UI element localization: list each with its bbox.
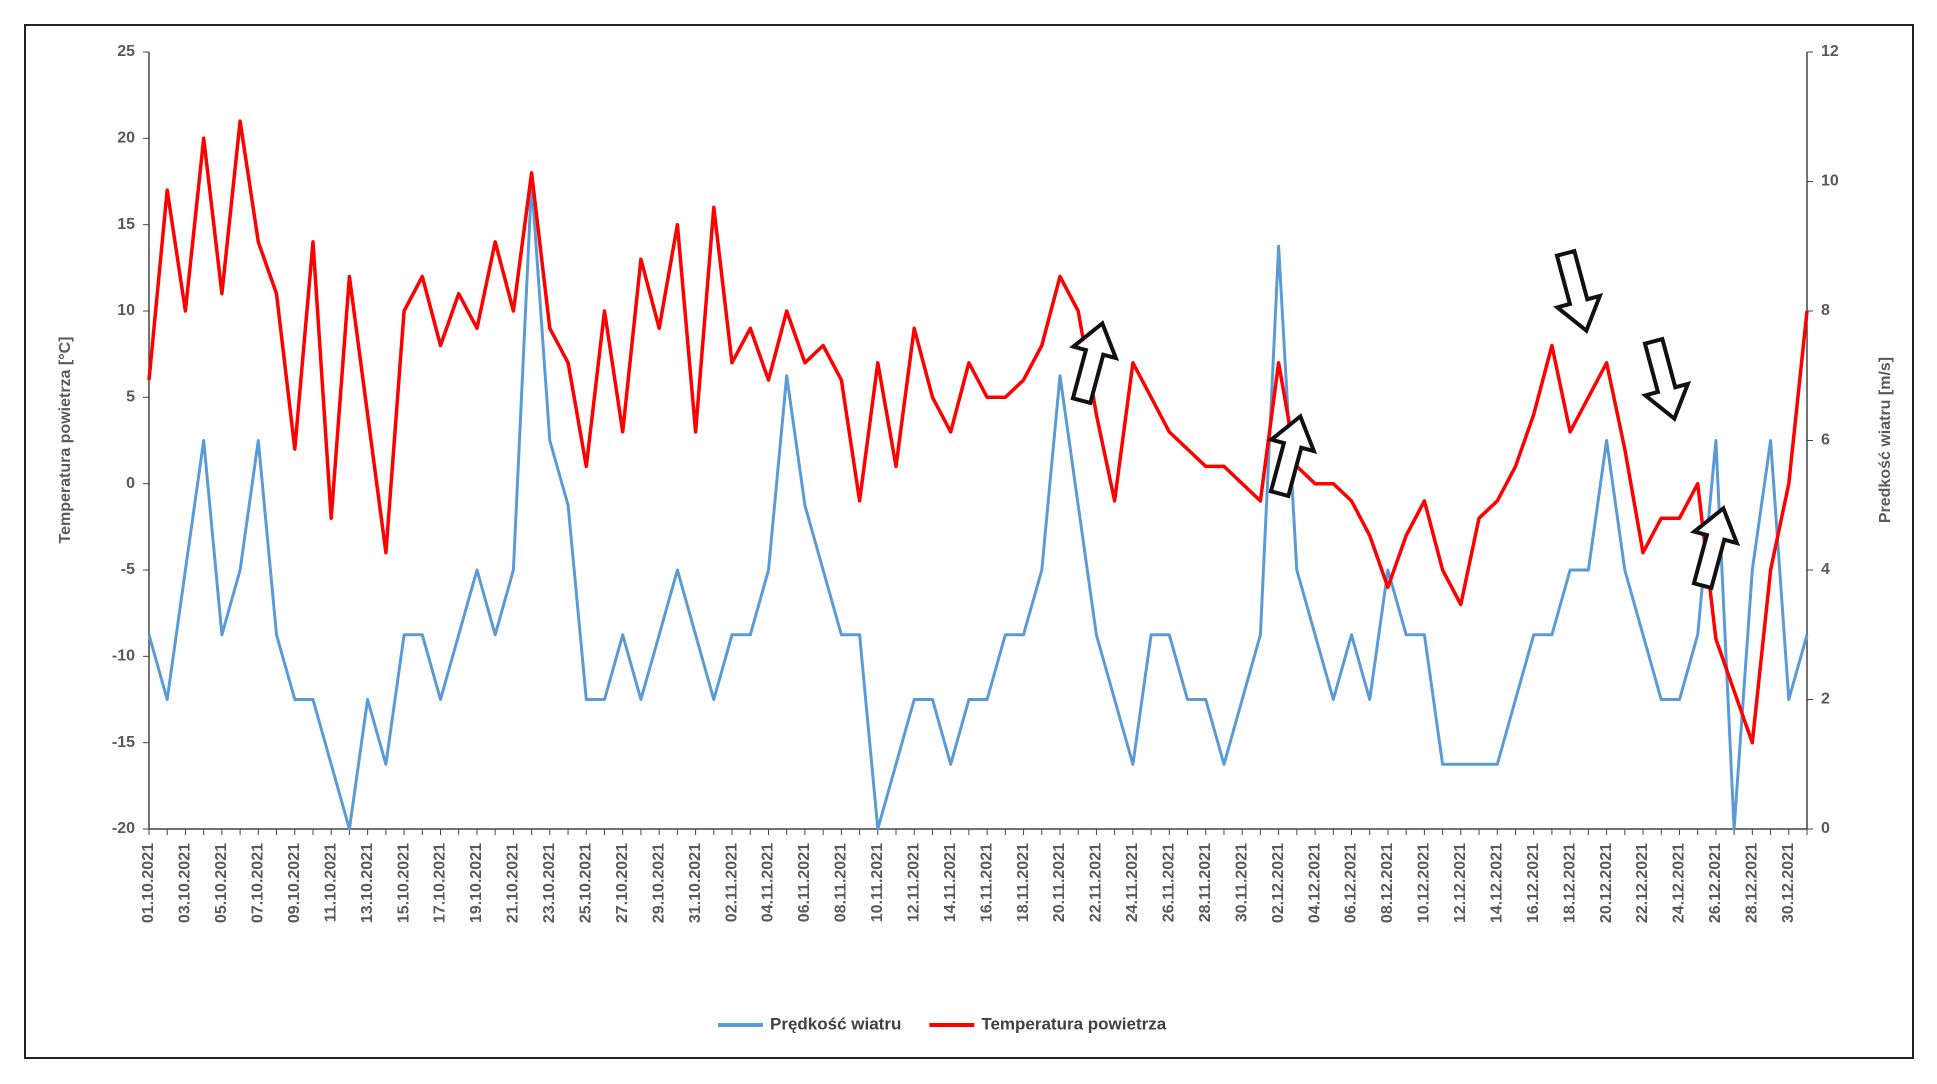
x-tick-label: 09.10.2021 (286, 843, 303, 923)
x-tick-label: 18.12.2021 (1561, 843, 1578, 923)
y-tick-label: -20 (112, 820, 135, 837)
x-tick-label: 28.12.2021 (1744, 843, 1761, 923)
legend: Prędkość wiatru Temperatura powietrza (718, 1014, 1167, 1033)
legend-label: Prędkość wiatru (770, 1014, 901, 1033)
x-tick-label: 31.10.2021 (687, 843, 704, 923)
x-tick-label: 22.11.2021 (1088, 843, 1105, 922)
x-tick-label: 26.11.2021 (1161, 843, 1178, 922)
x-tick-label: 23.10.2021 (541, 843, 558, 923)
x-tick-label: 13.10.2021 (359, 843, 376, 923)
y-tick-label: 20 (117, 130, 135, 147)
y-tick-label: -5 (121, 561, 135, 578)
x-tick-label: 21.10.2021 (505, 843, 522, 923)
x-tick-label: 02.12.2021 (1270, 843, 1287, 923)
y2-tick-label: 2 (1821, 691, 1830, 708)
x-tick-label: 28.11.2021 (1197, 843, 1214, 922)
x-tick-label: 30.12.2021 (1780, 843, 1797, 923)
arrow (1069, 320, 1120, 406)
annotation-arrows (1069, 248, 1741, 591)
x-tick-label: 03.10.2021 (177, 843, 194, 923)
x-tick-label: 17.10.2021 (432, 843, 449, 923)
x-tick-label: 14.11.2021 (942, 843, 959, 922)
x-tick-label: 24.11.2021 (1124, 843, 1141, 922)
x-tick-label: 16.11.2021 (978, 843, 995, 922)
x-tick-label: 14.12.2021 (1488, 843, 1505, 923)
x-tick-label: 10.12.2021 (1416, 843, 1433, 923)
y-tick-label: -15 (112, 734, 135, 751)
y-tick-label: 10 (117, 302, 135, 319)
x-tick-label: 26.12.2021 (1707, 843, 1724, 923)
x-tick-label: 02.11.2021 (723, 843, 740, 922)
x-tick-label: 27.10.2021 (614, 843, 631, 923)
x-tick-label: 24.12.2021 (1671, 843, 1688, 923)
y-tick-label: 25 (117, 43, 135, 60)
y-tick-label: -10 (112, 648, 135, 665)
x-tick-label: 12.12.2021 (1452, 843, 1469, 923)
x-tick-label: 10.11.2021 (869, 843, 886, 922)
y-tick-label: 15 (117, 216, 135, 233)
x-tick-label: 30.11.2021 (1233, 843, 1250, 922)
x-tick-label: 11.10.2021 (322, 843, 339, 922)
x-tick-label: 01.10.2021 (140, 843, 157, 923)
x-tick-label: 12.11.2021 (905, 843, 922, 922)
legend-label: Temperatura powietrza (981, 1014, 1166, 1033)
y-axis-label: Temperatura powietrza [°C] (57, 336, 74, 543)
x-tick-label: 20.12.2021 (1598, 843, 1615, 923)
x-tick-label: 06.11.2021 (796, 843, 813, 922)
x-tick-label: 08.12.2021 (1379, 843, 1396, 923)
y-tick-label: 0 (126, 475, 135, 492)
arrow (1553, 248, 1604, 334)
x-tick-label: 22.12.2021 (1634, 843, 1651, 923)
y2-tick-label: 8 (1821, 302, 1830, 319)
arrow (1267, 413, 1318, 499)
arrow (1690, 505, 1741, 591)
y2-tick-label: 0 (1821, 820, 1830, 837)
y2-tick-label: 4 (1821, 561, 1830, 578)
y-tick-label: 5 (126, 389, 135, 406)
x-tick-label: 07.10.2021 (250, 843, 267, 923)
frame (24, 24, 1914, 1059)
x-tick-label: 18.11.2021 (1015, 843, 1032, 922)
x-tick-label: 19.10.2021 (468, 843, 485, 923)
series-line (147, 119, 1809, 745)
x-tick-label: 05.10.2021 (213, 843, 230, 923)
y2-tick-label: 10 (1821, 173, 1839, 190)
x-tick-label: 20.11.2021 (1051, 843, 1068, 922)
y2-tick-label: 6 (1821, 432, 1830, 449)
x-tick-label: 29.10.2021 (650, 843, 667, 923)
x-tick-label: 15.10.2021 (395, 843, 412, 923)
x-tick-label: 04.11.2021 (760, 843, 777, 922)
x-tick-label: 25.10.2021 (577, 843, 594, 923)
x-tick-label: 06.12.2021 (1343, 843, 1360, 923)
series-line (147, 180, 1809, 831)
arrow (1641, 336, 1692, 422)
y2-tick-label: 12 (1821, 43, 1839, 60)
y2-axis-label: Predkość wiatru [m/s] (1877, 357, 1894, 523)
x-tick-label: 04.12.2021 (1306, 843, 1323, 923)
x-tick-label: 16.12.2021 (1525, 843, 1542, 923)
x-tick-label: 08.11.2021 (833, 843, 850, 922)
